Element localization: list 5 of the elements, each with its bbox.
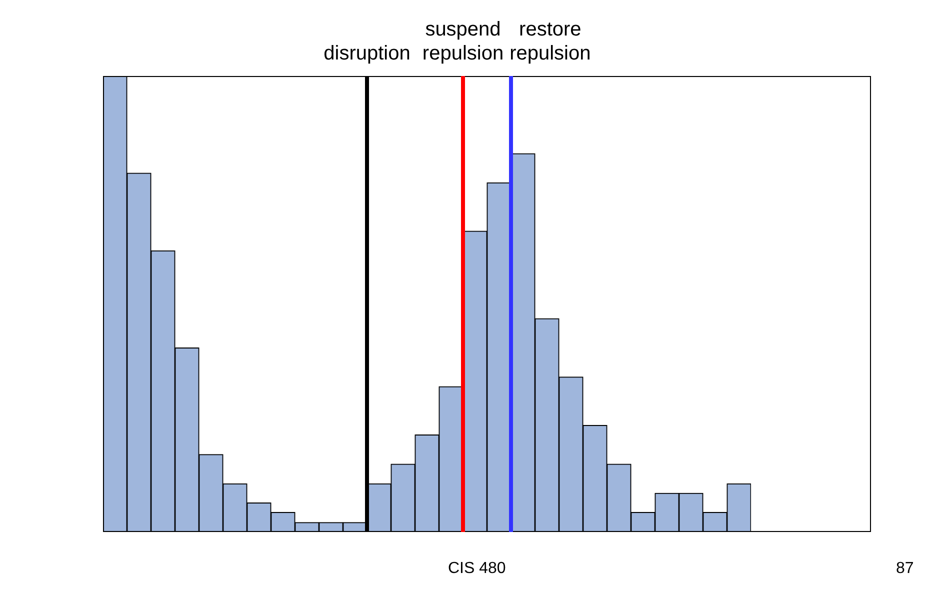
text: 87: [896, 560, 914, 578]
text: restore repulsion: [510, 18, 591, 65]
text: CIS 480: [448, 560, 506, 578]
text: suspend repulsion: [422, 18, 504, 65]
text: disruption: [324, 42, 410, 65]
